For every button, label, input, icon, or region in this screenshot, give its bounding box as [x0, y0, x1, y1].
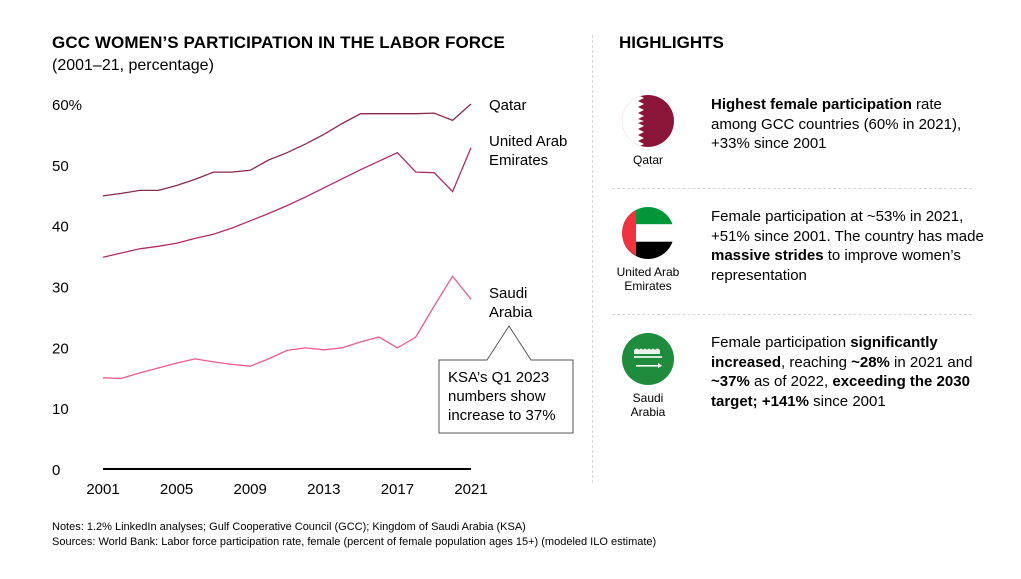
chart-subtitle: (2001–21, percentage)	[52, 57, 214, 74]
x-tick-label: 2005	[160, 481, 193, 498]
series-label: Qatar	[489, 97, 527, 114]
uae-flag-icon	[622, 207, 674, 259]
series-line-saudi-arabia	[102, 275, 472, 380]
annotation-text: numbers show	[448, 388, 546, 405]
annotation-text: increase to 37%	[448, 407, 556, 424]
qatar-flag-icon	[622, 95, 674, 147]
series-label: United Arab	[489, 133, 567, 150]
chart-title: GCC WOMEN’S PARTICIPATION IN THE LABOR F…	[52, 33, 505, 52]
x-tick-label: 2017	[381, 481, 414, 498]
highlight-text-saudi: Female participation significantly incre…	[711, 334, 973, 410]
y-tick-label: 30	[52, 280, 69, 297]
series-line-qatar	[102, 103, 472, 197]
x-tick-label: 2009	[234, 481, 267, 498]
annotation-text: KSA’s Q1 2023	[448, 369, 549, 386]
sources-text: Sources: World Bank: Labor force partici…	[52, 536, 657, 548]
highlight-text-uae: Female participation at ~53% in 2021, +5…	[711, 208, 984, 284]
y-tick-label: 60%	[52, 97, 82, 114]
annotation-box	[438, 325, 574, 434]
y-tick-label: 20	[52, 340, 69, 357]
x-tick-label: 2001	[86, 481, 119, 498]
y-tick-label: 50	[52, 158, 69, 175]
series-label: Arabia	[489, 304, 533, 321]
flag-label-saudi: Saudi Arabia	[630, 391, 666, 419]
y-tick-label: 0	[52, 462, 60, 479]
y-tick-label: 40	[52, 219, 69, 236]
flag-label-qatar: Qatar	[632, 153, 663, 167]
highlight-separator	[612, 314, 972, 315]
vertical-divider	[592, 35, 593, 483]
highlight-separator	[612, 188, 972, 189]
x-tick-label: 2021	[454, 481, 487, 498]
series-label: Emirates	[489, 152, 548, 169]
footnotes: Notes: 1.2% LinkedIn analyses; Gulf Coop…	[52, 520, 656, 550]
series-label: Saudi	[489, 285, 527, 302]
y-tick-label: 10	[52, 401, 69, 418]
highlights-title: HIGHLIGHTS	[619, 33, 724, 52]
saudi-flag-icon	[622, 333, 674, 385]
notes-text: Notes: 1.2% LinkedIn analyses; Gulf Coop…	[52, 521, 526, 533]
line-chart: 0 10 20 30 40 50 60% 2001 2005 2009 2013 2017 2021 Qa…	[52, 97, 574, 498]
x-tick-label: 2013	[307, 481, 340, 498]
flag-label-uae: United Arab Emirates	[616, 265, 680, 293]
series-line-united-arab-emirates	[102, 147, 472, 258]
highlight-text-qatar: Highest female participation rate among …	[711, 96, 962, 152]
